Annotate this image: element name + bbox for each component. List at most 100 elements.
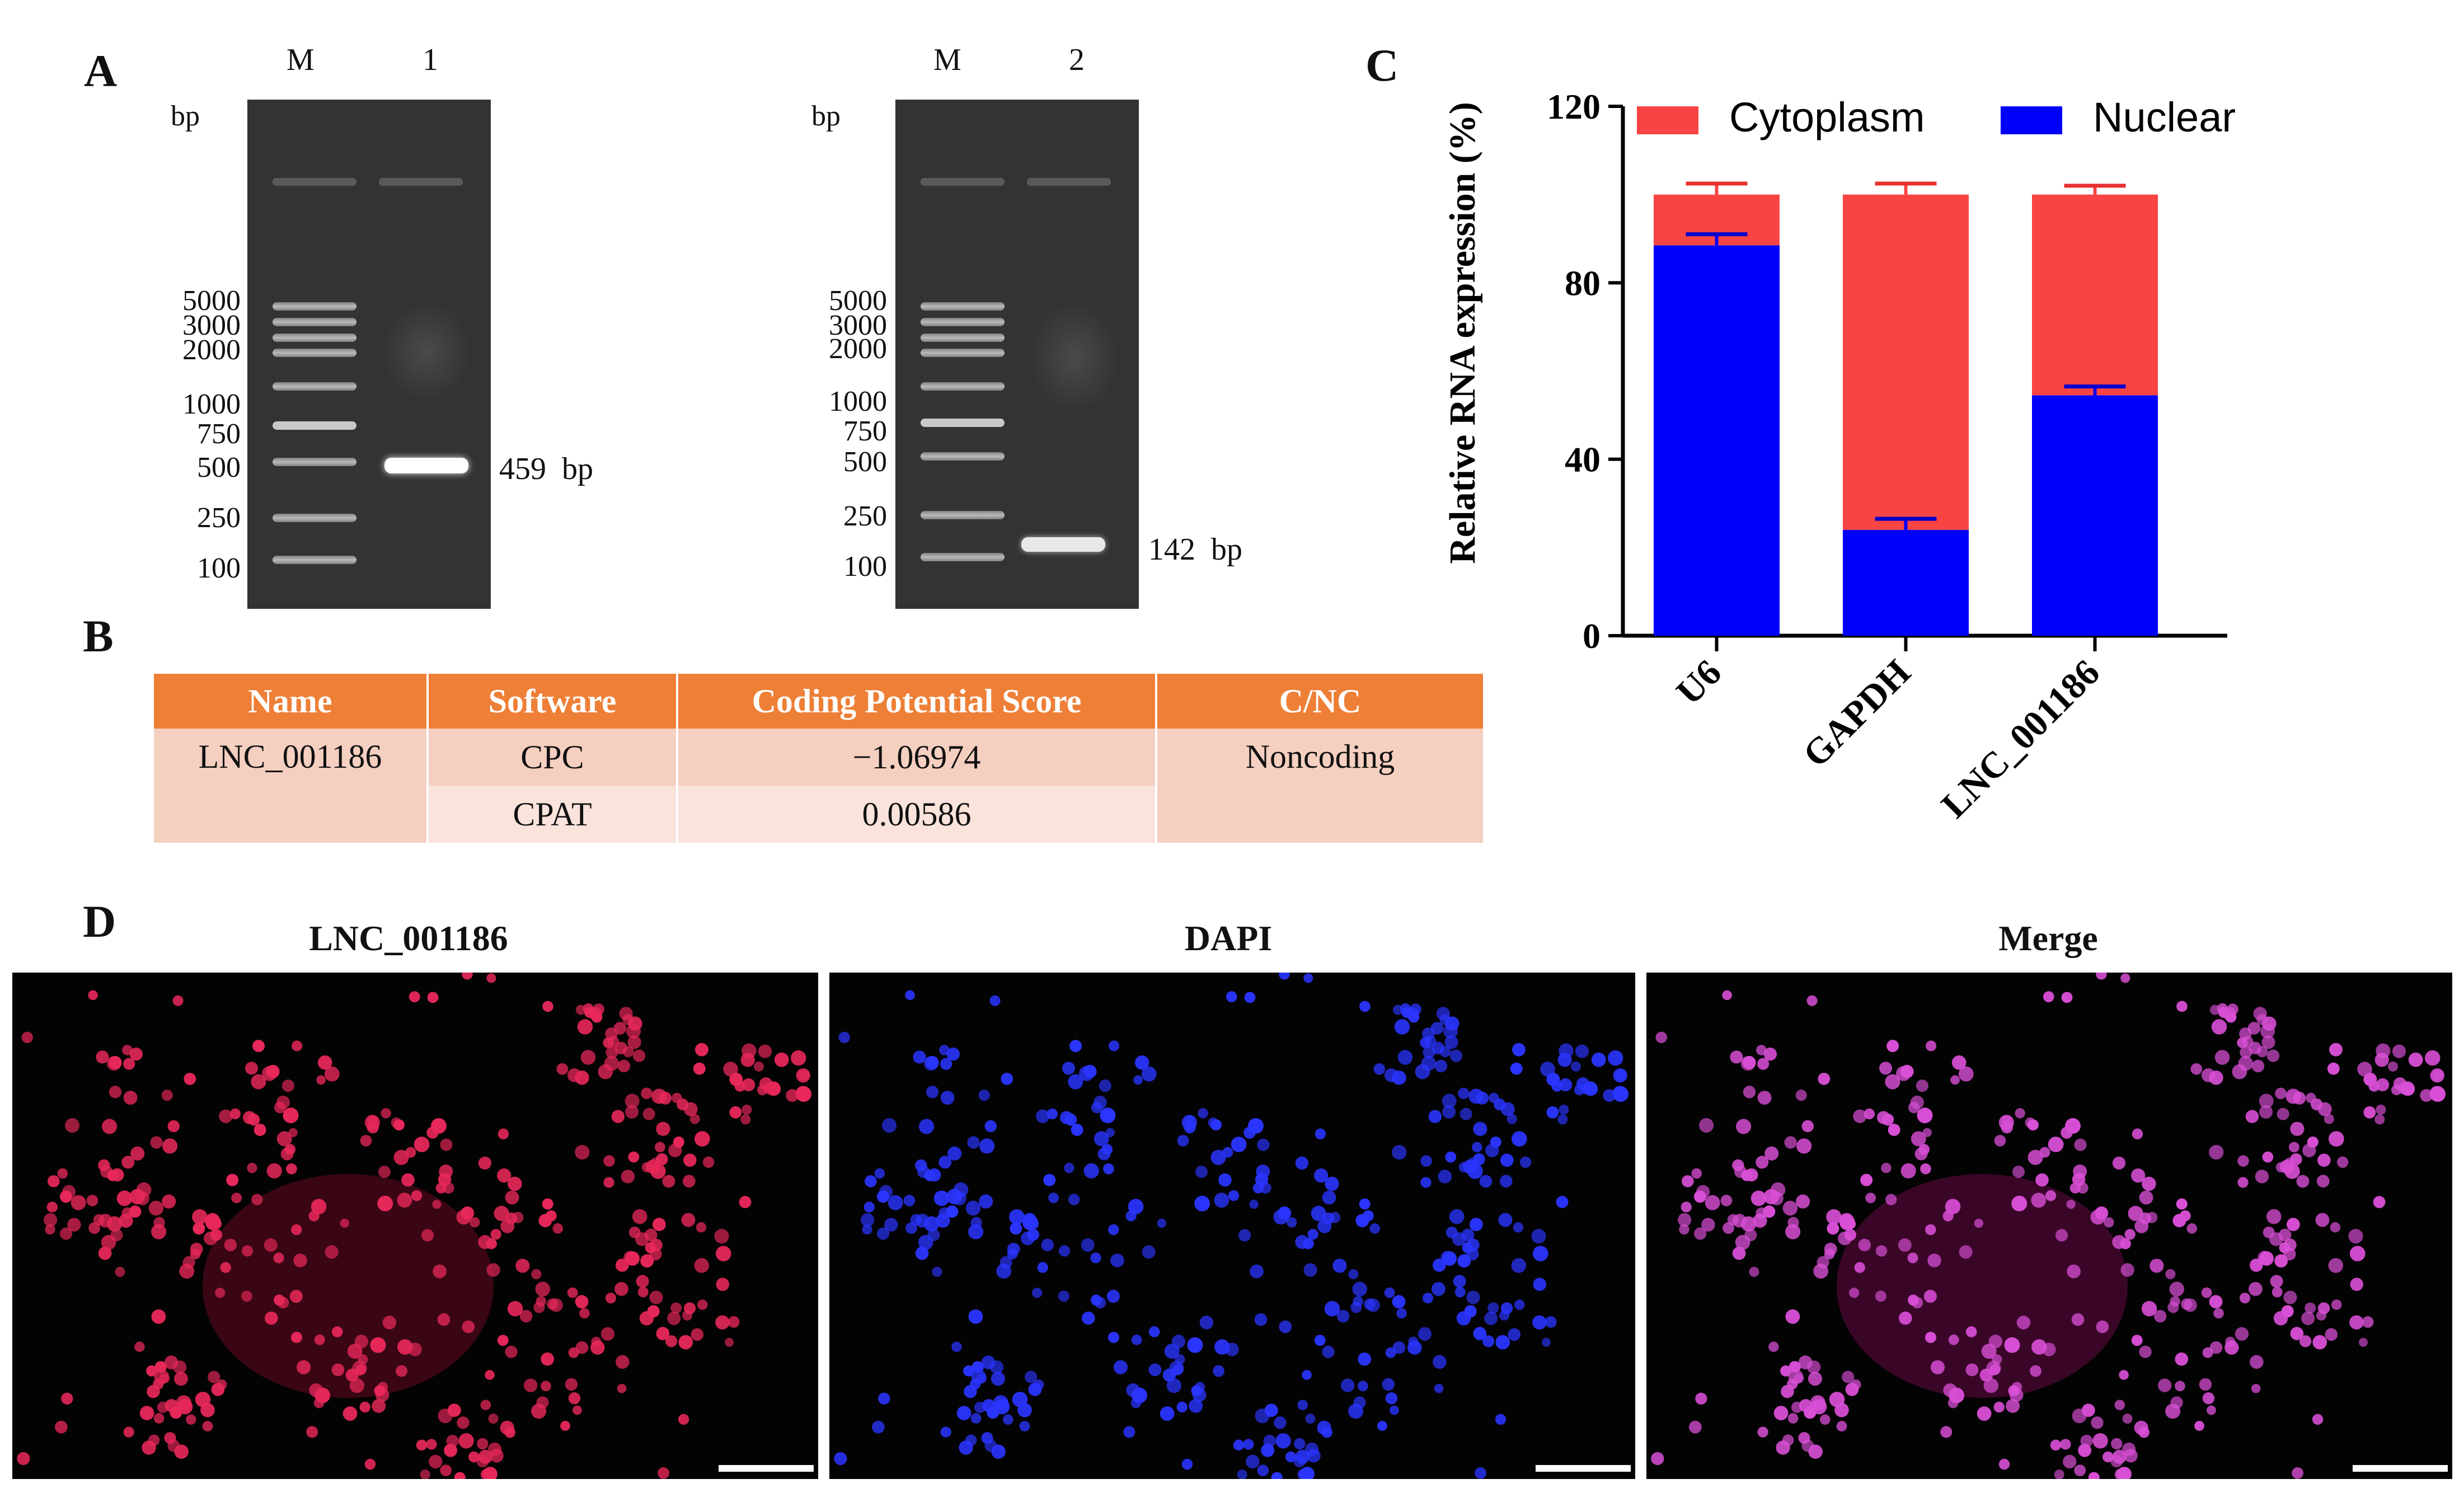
- cell-nucleus: [331, 1326, 343, 1337]
- cell-nucleus: [2373, 1196, 2386, 1208]
- cell-nucleus: [147, 1384, 160, 1398]
- cell-nucleus: [1740, 1216, 1757, 1232]
- bar-nuclear: [1843, 529, 1969, 636]
- cell-nucleus: [1222, 1147, 1233, 1158]
- cell-nucleus: [397, 1192, 412, 1208]
- coding-potential-table: Name Software Coding Potential Score C/N…: [154, 674, 1483, 843]
- cell-nucleus: [297, 1360, 311, 1374]
- cell-nucleus: [325, 1245, 339, 1259]
- gel-right-unit: bp: [811, 100, 841, 132]
- table-cell-score: 0.00586: [677, 786, 1157, 843]
- cell-nucleus: [2235, 1327, 2249, 1341]
- cell-nucleus: [910, 1214, 922, 1226]
- cell-nucleus: [454, 1472, 466, 1479]
- cell-nucleus: [161, 1090, 173, 1101]
- cell-nucleus: [2374, 1053, 2389, 1067]
- cell-nucleus: [1865, 1192, 1876, 1204]
- cell-nucleus: [519, 1309, 533, 1323]
- cell-nucleus: [1824, 1242, 1837, 1256]
- table-cell-software: CPC: [428, 729, 678, 786]
- micro-image-blue: [829, 973, 1635, 1479]
- cell-nucleus: [741, 1078, 755, 1092]
- cell-nucleus: [1097, 1147, 1111, 1161]
- cell-nucleus: [1352, 1281, 1367, 1297]
- table-header: Name: [154, 674, 429, 729]
- sample-band: [1021, 537, 1105, 552]
- cell-nucleus: [109, 1086, 122, 1098]
- cell-nucleus: [1923, 1289, 1937, 1303]
- cell-nucleus: [1473, 1121, 1487, 1136]
- ladder-label: 500: [843, 446, 887, 478]
- cell-nucleus: [1048, 1192, 1059, 1204]
- cell-nucleus: [497, 1335, 509, 1346]
- cell-nucleus: [2074, 1138, 2087, 1151]
- cell-nucleus: [170, 1406, 182, 1419]
- cell-nucleus: [2316, 1175, 2330, 1188]
- cell-nucleus: [2088, 1472, 2100, 1479]
- cell-nucleus: [1027, 1228, 1040, 1241]
- cell-nucleus: [1735, 1234, 1750, 1250]
- cell-nucleus: [1394, 1019, 1410, 1035]
- y-tick-label: 0: [1583, 616, 1601, 656]
- cell-nucleus: [2138, 1426, 2150, 1438]
- cell-nucleus: [971, 1361, 983, 1373]
- cell-nucleus: [1213, 1365, 1224, 1377]
- cell-nucleus: [444, 1443, 458, 1457]
- cell-nucleus: [324, 1066, 340, 1082]
- cell-nucleus: [2072, 1172, 2086, 1186]
- cell-nucleus: [2061, 1126, 2073, 1139]
- cell-nucleus: [2225, 1011, 2237, 1023]
- cell-nucleus: [1438, 1170, 1452, 1184]
- ladder-label: 3000: [182, 309, 241, 341]
- cell-nucleus: [1359, 1001, 1371, 1012]
- cell-nucleus: [1177, 1135, 1189, 1147]
- cell-nucleus: [488, 1414, 499, 1424]
- cell-nucleus: [2176, 1001, 2188, 1012]
- cell-nucleus: [2214, 1050, 2230, 1065]
- cell-nucleus: [1114, 1360, 1128, 1374]
- cell-nucleus: [1233, 1439, 1245, 1451]
- cell-nucleus: [150, 1136, 163, 1149]
- cell-nucleus: [968, 1309, 983, 1324]
- cell-nucleus: [1570, 1061, 1581, 1072]
- cell-nucleus: [461, 1206, 475, 1220]
- cell-nucleus: [1701, 1218, 1715, 1232]
- cell-nucleus: [1439, 1046, 1451, 1058]
- cell-nucleus: [1498, 1213, 1513, 1227]
- cell-nucleus: [1603, 1089, 1616, 1102]
- cell-nucleus: [507, 1300, 523, 1317]
- cell-nucleus: [1732, 1246, 1746, 1260]
- cell-nucleus: [374, 1385, 386, 1397]
- cell-nucleus: [2031, 1192, 2047, 1208]
- cell-nucleus: [774, 1052, 789, 1067]
- cell-nucleus: [1557, 1114, 1568, 1125]
- cell-nucleus: [88, 990, 98, 1001]
- cell-nucleus: [1858, 1238, 1871, 1252]
- cell-nucleus: [342, 1406, 358, 1421]
- cell-nucleus: [2012, 1165, 2025, 1179]
- cell-nucleus: [1041, 1238, 1054, 1252]
- cell-nucleus: [1194, 1195, 1210, 1212]
- cell-nucleus: [1785, 1224, 1801, 1240]
- cell-nucleus: [1359, 1198, 1371, 1210]
- cell-nucleus: [649, 1238, 663, 1252]
- background-glow: [1837, 1174, 2128, 1398]
- cell-nucleus: [919, 1119, 935, 1134]
- cell-nucleus: [1896, 1066, 1911, 1081]
- cell-nucleus: [636, 1275, 649, 1288]
- cell-nucleus: [1532, 1246, 1548, 1262]
- cell-nucleus: [665, 1335, 678, 1348]
- cell-nucleus: [101, 1234, 116, 1250]
- cell-nucleus: [134, 1341, 145, 1353]
- cell-nucleus: [1001, 1073, 1013, 1085]
- cell-nucleus: [2275, 1087, 2287, 1100]
- cell-nucleus: [1756, 1045, 1767, 1055]
- cell-nucleus: [1100, 1107, 1116, 1124]
- cell-nucleus: [494, 1205, 509, 1221]
- cell-nucleus: [1532, 1315, 1547, 1330]
- cell-nucleus: [1332, 1259, 1347, 1273]
- cell-nucleus: [1727, 1214, 1739, 1226]
- cell-nucleus: [1495, 1414, 1506, 1425]
- cell-nucleus: [1826, 1209, 1842, 1225]
- cell-nucleus: [1885, 1194, 1897, 1205]
